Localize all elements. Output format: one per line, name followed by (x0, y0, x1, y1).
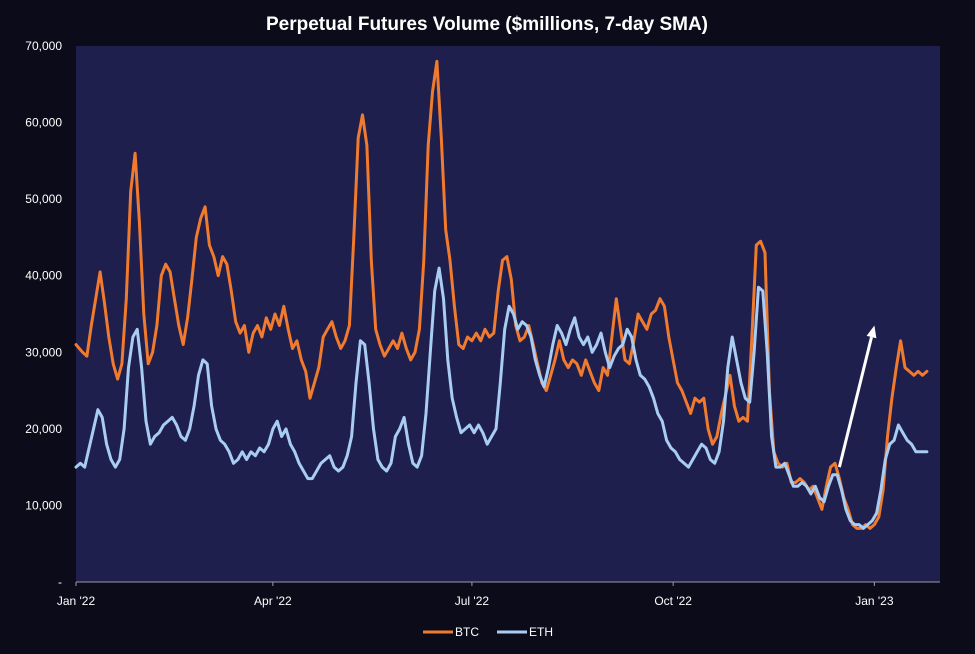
y-tick-label: 20,000 (25, 422, 62, 436)
y-tick-label: 50,000 (25, 192, 62, 206)
legend-label-eth: ETH (529, 625, 553, 639)
series-line-eth (74, 266, 929, 530)
x-tick-label: Jan '23 (855, 594, 894, 608)
y-tick-label: 60,000 (25, 116, 62, 130)
chart-title: Perpetual Futures Volume ($millions, 7-d… (266, 14, 708, 35)
arrow-head (866, 325, 877, 339)
y-tick-label: 30,000 (25, 345, 62, 359)
x-tick-label: Jan '22 (57, 594, 96, 608)
legend-label-btc: BTC (455, 625, 479, 639)
y-tick-label: 40,000 (25, 269, 62, 283)
x-tick-label: Oct '22 (654, 594, 692, 608)
x-tick-label: Apr '22 (254, 594, 292, 608)
x-axis: Jan '22 Apr '22 Jul '22 Oct '22 Jan '23 (57, 581, 940, 608)
y-tick-label: 70,000 (25, 39, 62, 53)
y-axis: - 10,000 20,000 30,000 40,000 50,000 60,000 70,… (25, 39, 62, 589)
arrow-shaft (837, 336, 873, 468)
y-tick-label: 10,000 (25, 498, 62, 512)
y-tick-label: - (58, 575, 62, 589)
x-tick-label: Jul '22 (455, 594, 490, 608)
trend-arrow (837, 325, 877, 468)
legend: BTC ETH (423, 625, 553, 639)
series-lines (74, 59, 929, 530)
